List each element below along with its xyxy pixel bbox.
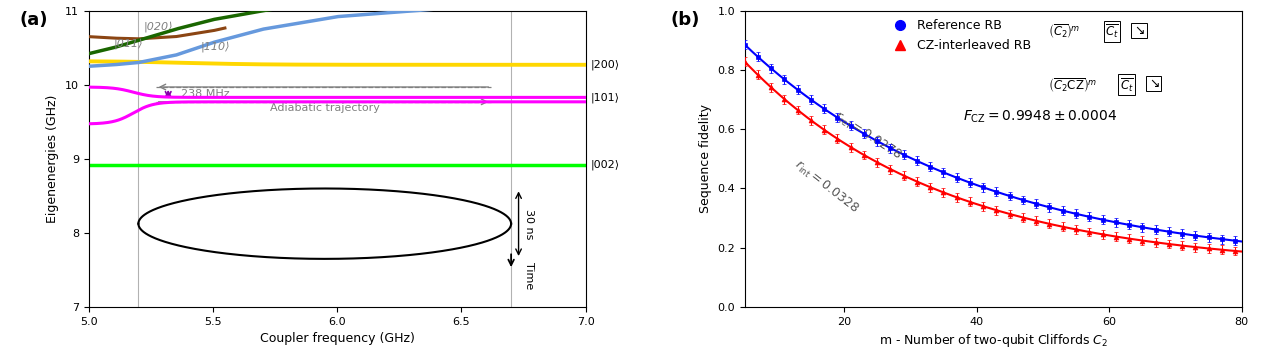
Text: |011⟩: |011⟩ — [114, 39, 143, 50]
Y-axis label: Eigenenergies (GHz): Eigenenergies (GHz) — [47, 95, 60, 223]
Text: |002⟩: |002⟩ — [590, 160, 620, 170]
Text: $\overline{C_t}$: $\overline{C_t}$ — [1105, 22, 1119, 40]
Text: $r_{\mathrm{ref}}=0.0278$: $r_{\mathrm{ref}}=0.0278$ — [831, 108, 905, 163]
Text: $r_{\mathrm{int}}=0.0328$: $r_{\mathrm{int}}=0.0328$ — [791, 157, 862, 216]
Text: (a): (a) — [19, 11, 48, 29]
Text: |020⟩: |020⟩ — [143, 21, 172, 32]
Text: $\left(\overline{C_2}\right)^{\!m}$: $\left(\overline{C_2}\right)^{\!m}$ — [1048, 22, 1081, 40]
Text: 30 ns: 30 ns — [523, 209, 533, 239]
Legend: Reference RB, CZ-interleaved RB: Reference RB, CZ-interleaved RB — [883, 14, 1036, 57]
Text: (b): (b) — [670, 11, 699, 29]
Text: $F_{\mathrm{CZ}}=0.9948\pm0.0004$: $F_{\mathrm{CZ}}=0.9948\pm0.0004$ — [963, 108, 1117, 125]
X-axis label: m - Number of two-qubit Cliffords $C_2$: m - Number of two-qubit Cliffords $C_2$ — [878, 332, 1107, 349]
Text: Time: Time — [523, 262, 533, 290]
Y-axis label: Sequence fidelity: Sequence fidelity — [698, 104, 712, 213]
Text: 238 MHz: 238 MHz — [181, 89, 229, 99]
Text: $\searrow$: $\searrow$ — [1133, 24, 1145, 37]
Text: |200⟩: |200⟩ — [590, 60, 620, 70]
Text: |101⟩: |101⟩ — [590, 92, 620, 102]
Text: Adiabatic trajectory: Adiabatic trajectory — [270, 104, 380, 114]
X-axis label: Coupler frequency (GHz): Coupler frequency (GHz) — [260, 332, 414, 345]
Text: $\searrow$: $\searrow$ — [1147, 77, 1161, 90]
Text: $\overline{C_t}$: $\overline{C_t}$ — [1120, 76, 1134, 94]
Text: $\left(\overline{C_2}\overline{\mathrm{CZ}}\right)^{\!m}$: $\left(\overline{C_2}\overline{\mathrm{C… — [1048, 76, 1096, 94]
Text: |110⟩: |110⟩ — [200, 41, 231, 52]
